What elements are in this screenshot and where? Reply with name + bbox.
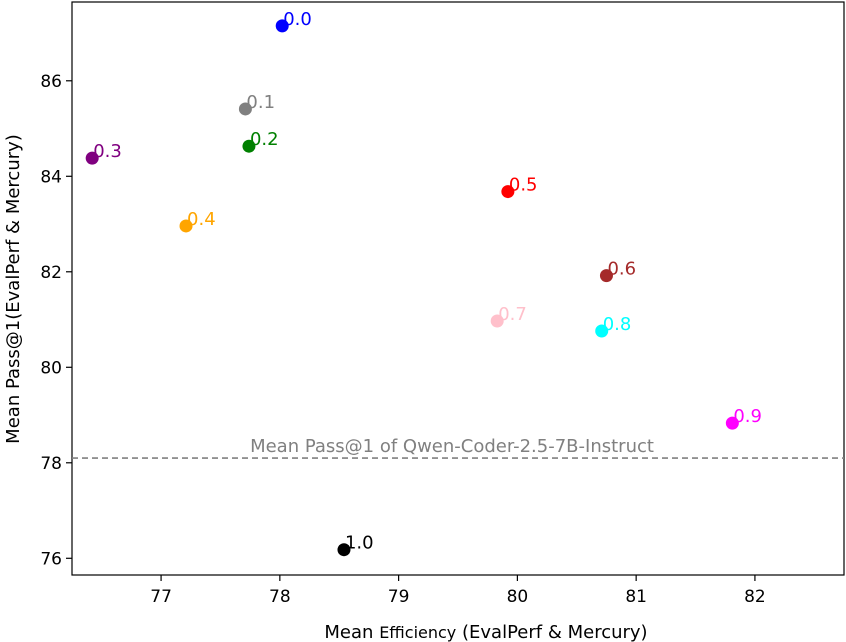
data-point-0.7: [490, 314, 504, 328]
data-point-1.0: [337, 543, 351, 557]
y-tick-label: 82: [40, 263, 62, 283]
x-tick-label: 81: [625, 587, 647, 607]
data-point-label: 0.5: [509, 175, 538, 196]
x-axis-label: Mean Efficiency (EvalPerf & Mercury): [324, 622, 647, 642]
reference-line-label: Mean Pass@1 of Qwen-Coder-2.5-7B-Instruc…: [250, 436, 654, 457]
x-tick-label: 82: [744, 587, 766, 607]
y-tick-label: 76: [40, 549, 62, 569]
data-point-0.1: [238, 102, 252, 116]
x-axis-label-part-1: Mean: [324, 622, 373, 642]
data-point-label: 0.1: [246, 92, 275, 113]
data-point-0.8: [595, 324, 609, 338]
x-tick-label: 78: [269, 587, 291, 607]
data-point-label: 0.0: [283, 9, 312, 30]
y-tick-label: 86: [40, 72, 62, 92]
data-point-0.9: [725, 416, 739, 430]
x-axis-label-part-3: (EvalPerf & Mercury): [462, 622, 648, 642]
data-point-label: 0.9: [733, 406, 762, 427]
data-point-label: 1.0: [345, 533, 374, 554]
x-axis: 77 78 79 80 81 82: [150, 575, 766, 607]
y-axis: 76 78 80 82 84 86: [40, 72, 72, 569]
data-point-0.2: [242, 139, 256, 153]
data-point-0.6: [599, 269, 613, 283]
data-point-label: 0.2: [250, 129, 279, 150]
plot-area: [71, 1, 845, 576]
x-axis-label-part-2: Efficiency: [379, 623, 456, 642]
data-point-label: 0.6: [607, 259, 636, 280]
data-point-label: 0.3: [93, 141, 122, 162]
data-point-label: 0.8: [603, 314, 632, 335]
y-tick-label: 78: [40, 454, 62, 474]
data-point-0.0: [275, 19, 289, 33]
data-point-label: 0.4: [187, 209, 216, 230]
data-point-0.4: [179, 219, 193, 233]
data-point-label: 0.7: [498, 304, 527, 325]
data-point-0.5: [501, 185, 515, 199]
data-point-0.3: [85, 151, 99, 165]
y-axis-label: Mean Pass@1(EvalPerf & Mercury): [3, 134, 24, 444]
x-tick-label: 77: [150, 587, 172, 607]
y-tick-label: 80: [40, 358, 62, 378]
x-tick-label: 80: [507, 587, 529, 607]
data-points: 0.0 0.1 0.2 0.3 0.4 0.5 0.6 0.7 0.8 0.9 1.0: [85, 9, 762, 557]
y-tick-label: 84: [40, 167, 62, 187]
x-tick-label: 79: [388, 587, 410, 607]
